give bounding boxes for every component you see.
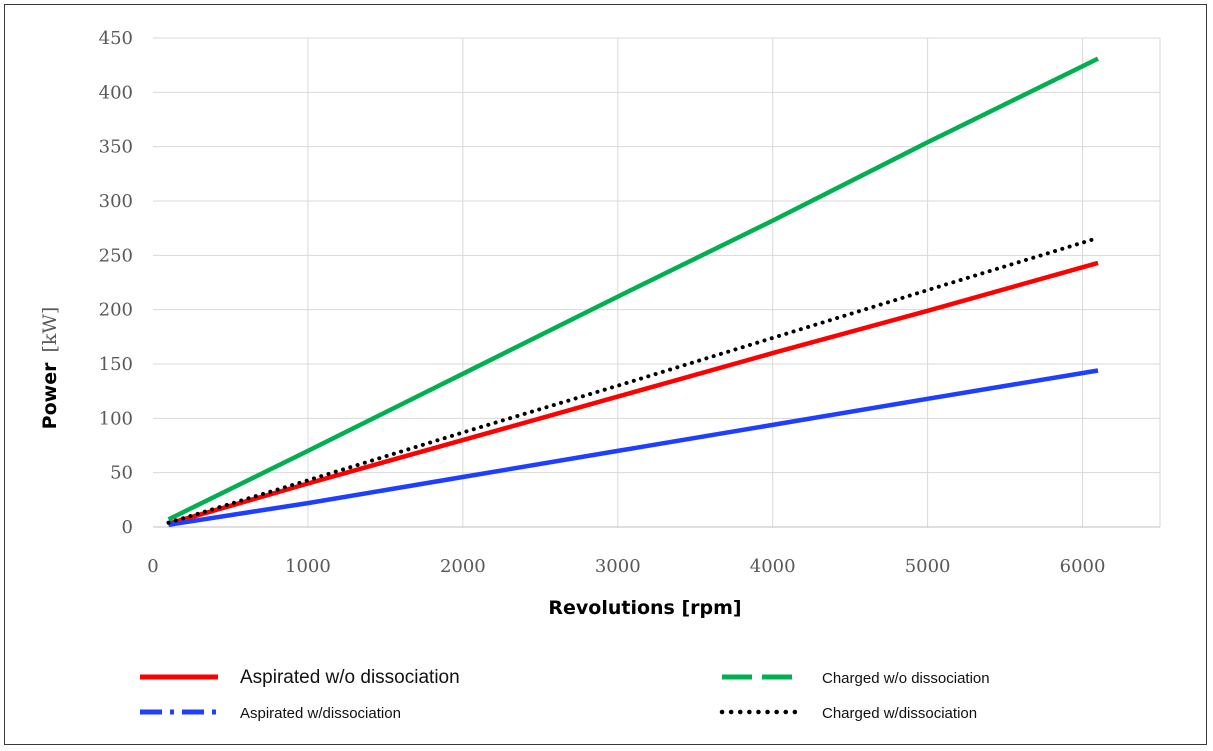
y-tick-label: 450: [99, 28, 133, 49]
y-tick-label: 50: [110, 463, 133, 484]
series-line-2: [168, 368, 1099, 528]
y-axis-label-name: Power: [39, 362, 61, 429]
legend-label: Aspirated w/o dissociation: [240, 667, 460, 688]
grid-lines: [153, 37, 1161, 527]
y-tick-label: 350: [99, 137, 133, 158]
legend-label: Aspirated w/dissociation: [240, 705, 401, 722]
legend-item-4: Charged w/dissociation: [719, 705, 977, 722]
y-tick-label: 400: [99, 82, 133, 103]
series-line-4: [166, 235, 1100, 525]
legend-item-2: Aspirated w/dissociation: [140, 705, 401, 722]
svg-text:Power [kW]: Power [kW]: [39, 307, 61, 430]
x-tick-label: 4000: [750, 556, 796, 577]
legend-item-3: Charged w/o dissociation: [722, 670, 990, 687]
chart-frame: [4, 4, 1207, 745]
y-tick-label: 150: [99, 354, 133, 375]
y-tick-label: 250: [99, 245, 133, 266]
y-axis-label: Power [kW]: [39, 307, 61, 430]
y-tick-label: 300: [99, 191, 133, 212]
series-line-3: [167, 56, 1099, 522]
tick-labels: 0 50 100 150 200 250 300 350 400 450 0 1000 2000 3000…: [99, 28, 1106, 577]
y-tick-label: 100: [99, 408, 133, 429]
y-axis-label-unit: [kW]: [39, 307, 61, 353]
x-tick-label: 3000: [595, 556, 641, 577]
x-tick-label: 1000: [285, 556, 331, 577]
y-tick-label: 200: [99, 300, 133, 321]
x-tick-label: 2000: [440, 556, 486, 577]
x-tick-label: 0: [147, 556, 158, 577]
series-lines: [166, 56, 1100, 528]
legend-label: Charged w/o dissociation: [822, 670, 990, 687]
series-line-1: [167, 260, 1099, 526]
legend-item-1: Aspirated w/o dissociation: [140, 667, 460, 688]
legend: Aspirated w/o dissociation Aspirated w/di…: [140, 667, 990, 722]
legend-label: Charged w/dissociation: [822, 705, 977, 722]
x-tick-label: 6000: [1060, 556, 1106, 577]
x-tick-label: 5000: [905, 556, 951, 577]
x-axis-label: Revolutions [rpm]: [548, 597, 741, 619]
y-tick-label: 0: [122, 517, 133, 538]
